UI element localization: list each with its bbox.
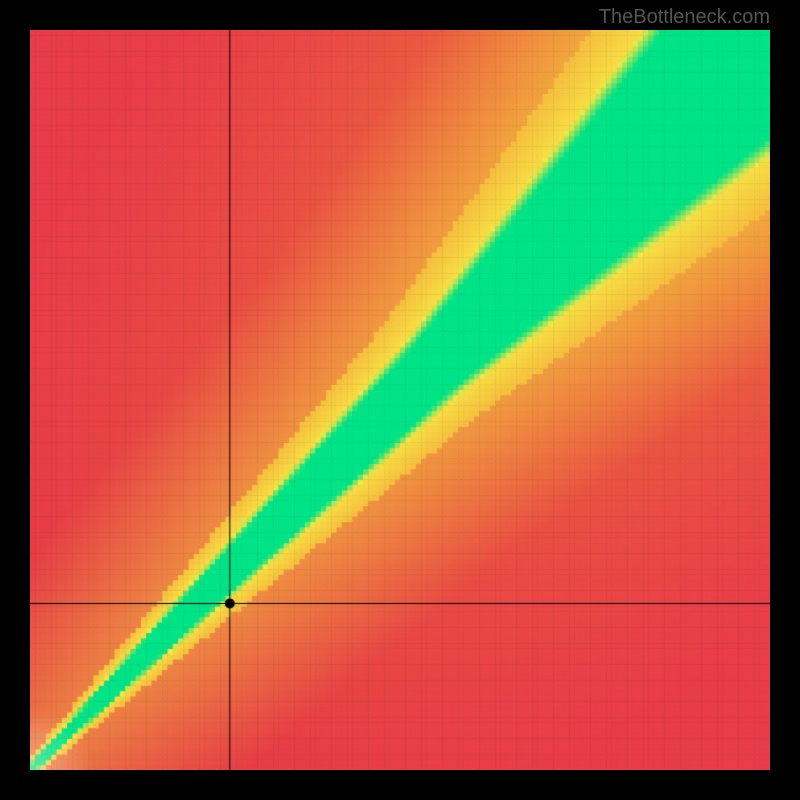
heatmap-container [30, 30, 770, 770]
watermark-text: TheBottleneck.com [599, 6, 770, 29]
bottleneck-heatmap [30, 30, 770, 770]
